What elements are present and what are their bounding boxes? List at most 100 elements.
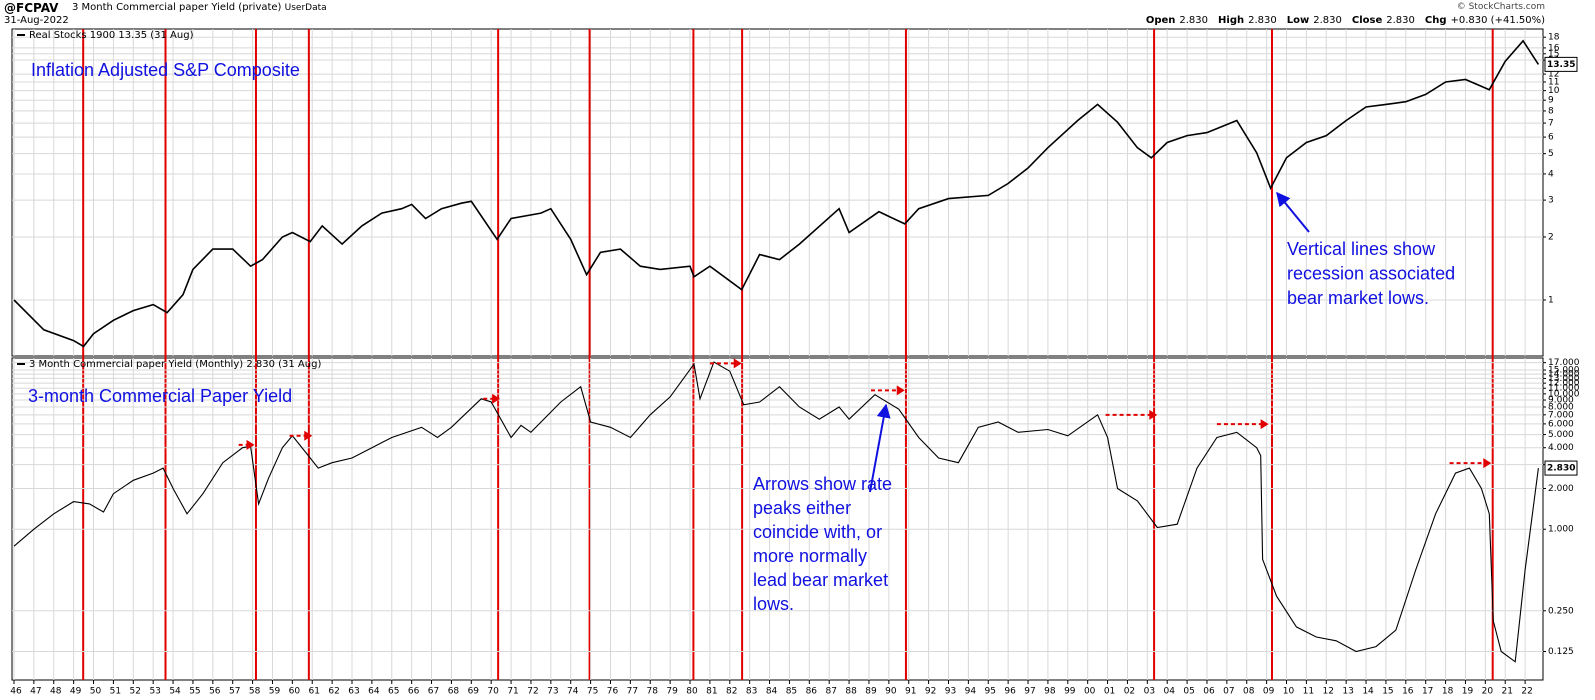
x-tick-label: 07	[1223, 687, 1234, 697]
x-tick-label: 16	[1402, 687, 1414, 697]
x-tick-label: 65	[388, 687, 399, 697]
x-tick-label: 70	[487, 687, 499, 697]
y-tick-label: 2.000	[1548, 484, 1574, 494]
y-tick-label: 0.250	[1548, 606, 1574, 616]
y-tick-label: 1.000	[1548, 525, 1574, 535]
x-tick-label: 89	[865, 687, 877, 697]
x-tick-label: 04	[1163, 687, 1175, 697]
y-tick-label: 3	[1548, 196, 1554, 206]
y-tick-label: 12	[1548, 70, 1559, 80]
x-tick-label: 00	[1084, 687, 1096, 697]
last-value-box	[1544, 460, 1578, 476]
x-tick-label: 94	[965, 687, 977, 697]
x-tick-label: 87	[825, 687, 836, 697]
x-tick-label: 97	[1024, 687, 1035, 697]
y-tick-label: 10.000	[1548, 389, 1580, 399]
x-tick-label: 90	[885, 687, 897, 697]
x-tick-label: 71	[507, 687, 518, 697]
x-tick-label: 95	[985, 687, 996, 697]
note-line: lows.	[753, 594, 794, 614]
x-tick-label: 11	[1303, 687, 1314, 697]
note-arrow	[869, 403, 891, 493]
x-tick-label: 21	[1501, 687, 1512, 697]
x-tick-label: 98	[1044, 687, 1056, 697]
arrow-head	[1149, 409, 1158, 420]
quote-label: Low	[1286, 15, 1310, 26]
quote-label: Open	[1145, 15, 1176, 26]
y-tick-label: 14.000	[1548, 370, 1580, 380]
note-line: Vertical lines show	[1287, 239, 1436, 259]
x-tick-label: 62	[328, 687, 339, 697]
x-tick-label: 91	[905, 687, 916, 697]
x-tick-label: 57	[229, 687, 240, 697]
x-tick-label: 18	[1442, 687, 1454, 697]
note-line: peaks either	[753, 498, 851, 518]
x-tick-label: 74	[567, 687, 579, 697]
y-tick-label: 18	[1548, 33, 1560, 43]
x-tick-label: 53	[149, 687, 160, 697]
note-line: Arrows show rate	[753, 474, 892, 494]
series-line	[13, 361, 1539, 663]
x-tick-label: 58	[249, 687, 261, 697]
y-tick-label: 15.000	[1548, 366, 1580, 376]
x-tick-label: 88	[845, 687, 857, 697]
y-tick-label: 7	[1548, 119, 1554, 129]
y-tick-label: 17.000	[1548, 358, 1580, 368]
date: 31-Aug-2022	[4, 15, 69, 26]
x-tick-label: 79	[666, 687, 678, 697]
x-tick-label: 17	[1422, 687, 1433, 697]
annotation: Inflation Adjusted S&P Composite	[31, 60, 300, 80]
header: @FCPAV 3 Month Commercial paper Yield (p…	[0, 0, 1595, 28]
x-tick-label: 51	[110, 687, 121, 697]
x-tick-label: 72	[527, 687, 538, 697]
x-tick-label: 85	[786, 687, 797, 697]
x-tick-label: 49	[70, 687, 82, 697]
x-tick-label: 54	[169, 687, 181, 697]
x-tick-label: 56	[209, 687, 221, 697]
x-tick-label: 05	[1183, 687, 1194, 697]
y-tick-label: 8.000	[1548, 402, 1574, 412]
x-tick-label: 80	[686, 687, 698, 697]
x-tick-label: 59	[269, 687, 281, 697]
x-tick-label: 47	[30, 687, 41, 697]
arrow-head	[304, 430, 313, 441]
y-tick-label: 5	[1548, 149, 1554, 159]
quote: Open 2.830 High 2.830 Low 2.830 Close 2.830 Chg +…	[1140, 15, 1545, 26]
x-tick-label: 73	[547, 687, 558, 697]
source: UserData	[284, 3, 327, 13]
arrow-head	[492, 393, 501, 404]
x-tick-label: 93	[945, 687, 956, 697]
y-tick-label: 9	[1548, 96, 1554, 106]
x-tick-label: 69	[468, 687, 480, 697]
x-tick-label: 68	[448, 687, 460, 697]
note-line: bear market lows.	[1287, 288, 1429, 308]
x-tick-label: 83	[746, 687, 757, 697]
note-line: recession associated	[1287, 263, 1455, 283]
x-tick-label: 67	[428, 687, 439, 697]
arrow-head	[246, 439, 255, 450]
x-tick-label: 48	[50, 687, 62, 697]
quote-value: 2.830	[1386, 15, 1415, 26]
x-tick-label: 81	[706, 687, 717, 697]
x-tick-label: 61	[309, 687, 320, 697]
y-tick-label: 13.000	[1548, 374, 1580, 384]
quote-label: Close	[1351, 15, 1383, 26]
x-tick-label: 20	[1482, 687, 1494, 697]
annotation: 3-month Commercial Paper Yield	[28, 386, 292, 406]
copyright: © StockCharts.com	[1456, 2, 1545, 12]
x-tick-label: 09	[1263, 687, 1275, 697]
y-tick-label: 12.000	[1548, 379, 1580, 389]
y-tick-label: 11	[1548, 77, 1559, 87]
series-line	[13, 39, 1540, 348]
legend-label: Real Stocks 1900 13.35 (31 Aug)	[29, 30, 194, 41]
y-tick-label: 4.000	[1548, 443, 1574, 453]
y-tick-label: 9.000	[1548, 396, 1574, 406]
arrow-head	[1260, 419, 1269, 430]
x-tick-label: 19	[1462, 687, 1474, 697]
x-tick-label: 50	[90, 687, 102, 697]
x-tick-label: 15	[1382, 687, 1393, 697]
x-tick-label: 03	[1144, 687, 1155, 697]
security-name: 3 Month Commercial paper Yield (private)…	[72, 2, 327, 13]
x-tick-label: 96	[1004, 687, 1016, 697]
